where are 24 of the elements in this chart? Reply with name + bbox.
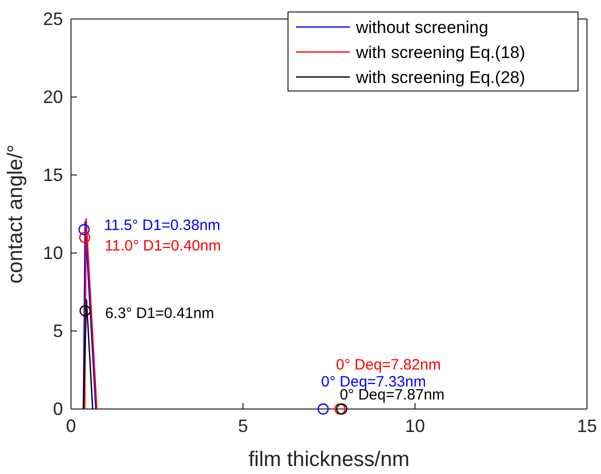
x-tick-label: 10 xyxy=(404,416,426,436)
annotation: 11.5° D1=0.38nm xyxy=(104,216,220,234)
x-axis-title: film thickness/nm xyxy=(248,448,410,471)
point xyxy=(318,403,329,415)
legend-label: without screening xyxy=(355,18,488,37)
y-tick-label: 0 xyxy=(52,398,63,419)
legend-label: with screening Eq.(28) xyxy=(355,68,526,87)
x-tick-label: 0 xyxy=(66,416,76,436)
y-tick-label: 20 xyxy=(42,86,63,107)
y-tick-label: 5 xyxy=(52,320,63,341)
point xyxy=(80,305,91,316)
y-tick-label: 15 xyxy=(42,164,63,185)
x-tick-label: 15 xyxy=(576,416,598,436)
y-tick-label: 25 xyxy=(42,8,63,29)
legend-label: with screening Eq.(18) xyxy=(355,42,526,62)
point xyxy=(79,232,90,243)
annotation: 6.3° D1=0.41nm xyxy=(105,304,214,322)
y-tick-label: 10 xyxy=(42,242,63,263)
x-tick-label: 5 xyxy=(238,416,248,436)
y-axis-title: contact angle/° xyxy=(4,144,27,284)
annotation: 0° Deq=7.33nm xyxy=(321,373,426,390)
point xyxy=(78,224,90,236)
annotation: 11.0° D1=0.40nm xyxy=(104,238,221,255)
annotation: 0° Deq=7.82nm xyxy=(336,356,441,374)
